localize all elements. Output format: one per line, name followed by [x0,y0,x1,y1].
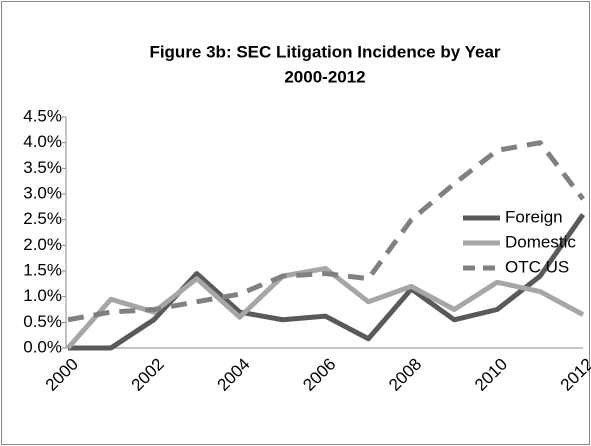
y-tick-label: 4.5% [23,106,62,125]
legend-label: OTC US [505,257,569,276]
series-line [66,265,585,350]
y-tick-label: 2.0% [23,235,62,254]
y-tick-label: 0.0% [23,337,62,356]
series-line [67,140,585,323]
legend-label: Domestic [505,232,576,251]
y-tick-label: 1.5% [23,260,62,279]
y-tick-label: 3.0% [23,183,62,202]
y-tick-label: 1.0% [23,286,62,305]
y-tick-label: 3.5% [23,158,62,177]
y-tick-label: 2.5% [23,209,62,228]
series-line [68,213,586,351]
y-tick-label: 0.5% [23,312,62,331]
y-tick-label: 4.0% [23,132,62,151]
legend-label: Foreign [505,207,563,226]
chart-title: Figure 3b: SEC Litigation Incidence by Y… [149,42,500,61]
chart-subtitle: 2000-2012 [284,67,365,86]
